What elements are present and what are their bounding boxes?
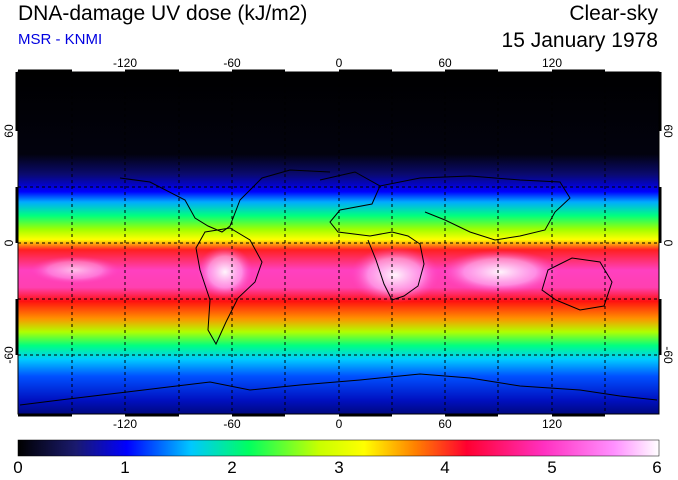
data-source-label: MSR - KNMI xyxy=(18,31,103,48)
colorbar-label-6: 6 xyxy=(652,458,662,477)
colorbar-label-3: 3 xyxy=(334,458,344,477)
lon-label-bottom-0: 0 xyxy=(336,417,343,431)
lon-label-bottom-120: 120 xyxy=(542,417,562,431)
lon-label-bottom-60: 60 xyxy=(438,417,452,431)
colorbar-label-5: 5 xyxy=(547,458,557,477)
antarctica-coast xyxy=(19,373,658,406)
lat-label-right-0: 0 xyxy=(661,240,675,247)
lat-label-left-60: 60 xyxy=(2,124,16,138)
lat-label-right-60: 60 xyxy=(661,124,675,138)
uv-hotspot-africa xyxy=(350,247,440,303)
lon-label-bottom-minus120: -120 xyxy=(113,417,137,431)
lon-label-top-minus60: -60 xyxy=(223,56,241,70)
colorbar-label-4: 4 xyxy=(440,458,450,477)
lon-label-top-0: 0 xyxy=(336,56,343,70)
uv-hotspot-pacific xyxy=(30,256,120,284)
colorbar-label-1: 1 xyxy=(120,458,130,477)
lat-label-left-0: 0 xyxy=(2,239,16,246)
colorbar xyxy=(17,439,660,457)
map-frame xyxy=(15,69,662,417)
lat-label-left-minus60: -60 xyxy=(2,346,16,364)
uv-hotspot-indian-ocean xyxy=(440,250,560,294)
uv-hotspot-south-america xyxy=(197,246,253,298)
lon-label-bottom-minus60: -60 xyxy=(223,417,241,431)
sky-condition-label: Clear-sky xyxy=(569,2,658,25)
lat-label-right-minus60: -60 xyxy=(661,346,675,364)
date-label: 15 January 1978 xyxy=(501,29,658,52)
lat-lon-grid xyxy=(18,72,659,414)
asia-coast xyxy=(379,175,571,241)
lon-label-top-minus120: -120 xyxy=(113,56,137,70)
map-title: DNA-damage UV dose (kJ/m2) xyxy=(18,2,308,25)
south-america-coast xyxy=(195,227,263,346)
lon-label-top-120: 120 xyxy=(542,56,562,70)
coastlines xyxy=(19,169,658,406)
australia-coast xyxy=(541,257,613,311)
north-america-coast xyxy=(119,169,331,233)
colorbar-label-2: 2 xyxy=(227,458,237,477)
europe-africa-coast xyxy=(319,171,425,301)
colorbar-label-0: 0 xyxy=(13,458,23,477)
lon-label-top-60: 60 xyxy=(438,56,452,70)
